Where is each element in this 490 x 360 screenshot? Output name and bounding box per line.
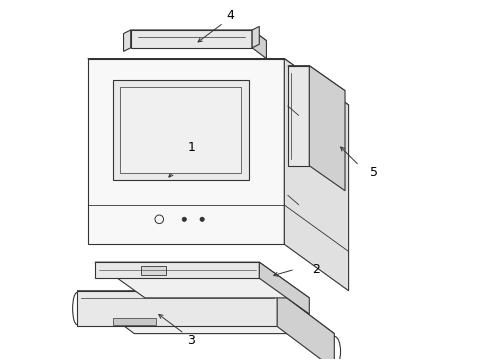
Polygon shape [88,59,348,105]
Circle shape [200,217,204,221]
Polygon shape [120,87,242,173]
Polygon shape [252,30,267,59]
Polygon shape [277,291,334,360]
Polygon shape [288,66,345,91]
Polygon shape [95,262,259,278]
Polygon shape [88,59,284,244]
Circle shape [182,217,186,221]
Polygon shape [113,80,248,180]
Polygon shape [284,59,348,291]
Polygon shape [142,266,167,275]
Polygon shape [252,26,259,48]
Polygon shape [77,291,334,334]
Text: 5: 5 [369,166,378,179]
Polygon shape [131,30,267,41]
Polygon shape [288,66,309,166]
Polygon shape [77,291,277,327]
Text: 4: 4 [227,9,235,22]
Polygon shape [309,66,345,191]
Polygon shape [123,30,131,51]
Text: 3: 3 [188,334,196,347]
Polygon shape [259,262,309,314]
Text: 2: 2 [313,263,320,276]
Polygon shape [113,318,156,325]
Polygon shape [95,262,309,298]
Polygon shape [131,30,252,48]
Text: 1: 1 [188,141,196,154]
